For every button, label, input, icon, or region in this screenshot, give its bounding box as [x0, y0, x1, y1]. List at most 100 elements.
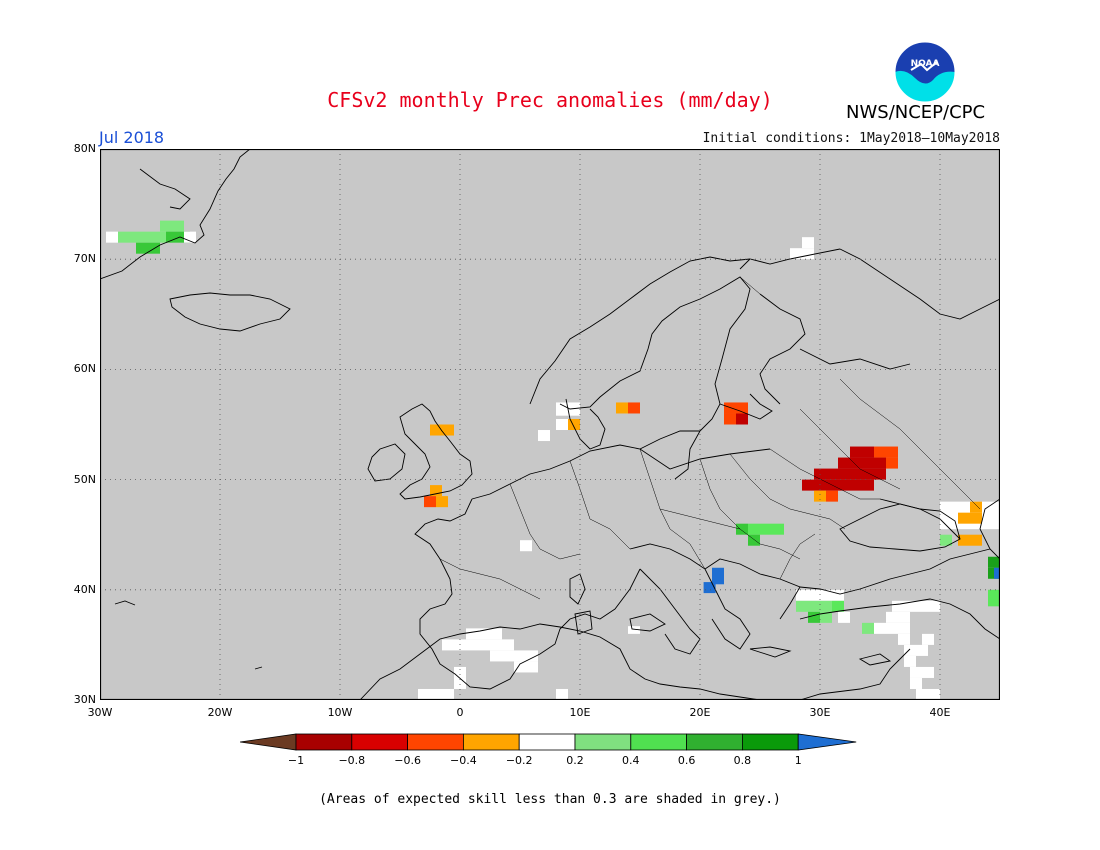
latitude-label: 50N — [73, 472, 96, 486]
colorbar-tick-label: −0.6 — [394, 754, 421, 767]
anomaly-cells — [106, 220, 1000, 700]
longitude-label: 10E — [569, 706, 591, 719]
anomaly-cell — [958, 534, 982, 546]
anomaly-cell — [514, 661, 538, 673]
map-background — [100, 149, 1000, 700]
anomaly-cell — [628, 402, 640, 414]
anomaly-cell — [118, 231, 166, 243]
colorbar-swatch — [574, 733, 632, 751]
anomaly-cell — [910, 677, 922, 689]
anomaly-cell — [436, 496, 448, 508]
anomaly-cell — [466, 628, 502, 640]
anomaly-cell — [850, 446, 874, 458]
anomaly-cell — [106, 231, 118, 243]
colorbar-tick-label: −0.2 — [506, 754, 533, 767]
colorbar-swatch — [407, 733, 464, 751]
anomaly-cell — [160, 220, 184, 232]
colorbar-tick-label: −1 — [288, 754, 304, 767]
anomaly-cell — [490, 650, 538, 662]
gridlines — [100, 149, 1000, 700]
colorbar-swatch — [741, 733, 799, 751]
anomaly-cell — [790, 248, 814, 260]
colorbar-swatch — [518, 733, 576, 751]
latitude-label: 80N — [73, 142, 96, 155]
anomaly-cell — [568, 418, 580, 431]
anomaly-cell — [886, 611, 910, 623]
anomaly-cell — [556, 418, 568, 431]
anomaly-cell — [820, 611, 832, 623]
anomaly-cell — [424, 496, 436, 508]
initial-conditions: Initial conditions: 1May2018—10May2018 — [702, 131, 1000, 146]
anomaly-cell — [430, 424, 454, 436]
colorbar-tick-label: 0.2 — [566, 754, 584, 767]
anomaly-cell — [166, 231, 190, 243]
page-title: CFSv2 monthly Prec anomalies (mm/day) — [327, 88, 773, 112]
anomaly-cell — [796, 600, 832, 612]
colorbar-arrow-high — [797, 733, 857, 751]
map-panel — [100, 149, 1000, 700]
colorbar-swatches — [240, 733, 857, 751]
anomaly-cell — [904, 644, 928, 656]
anomaly-cell — [838, 457, 886, 469]
anomaly-cell — [712, 567, 724, 585]
anomaly-cell — [808, 611, 820, 623]
longitude-label: 20W — [207, 706, 233, 719]
anomaly-cell — [988, 589, 1000, 607]
colorbar-swatch — [686, 733, 743, 751]
longitude-label: 10W — [327, 706, 353, 719]
skill-footnote: (Areas of expected skill less than 0.3 a… — [319, 792, 781, 807]
colorbar-tick-label: 0.8 — [734, 754, 752, 767]
anomaly-cell — [802, 237, 814, 249]
latitude-label: 30N — [73, 693, 96, 706]
latitude-label: 70N — [73, 252, 96, 266]
anomaly-cell — [994, 567, 1000, 579]
colorbar-arrow-low — [240, 733, 297, 751]
colorbar-tick-label: 0.4 — [622, 754, 640, 767]
colorbar-swatch — [462, 733, 520, 751]
anomaly-cell — [910, 666, 934, 678]
longitude-label: 20E — [689, 706, 711, 719]
colorbar-tick-label: −0.4 — [450, 754, 477, 767]
colorbar-swatch — [295, 733, 353, 751]
longitude-label: 30W — [87, 706, 113, 719]
anomaly-cell — [838, 611, 850, 623]
anomaly-cell — [724, 413, 736, 425]
latitude-label: 60N — [73, 362, 96, 376]
anomaly-cell — [418, 688, 454, 700]
anomaly-cell — [616, 402, 628, 414]
anomaly-cell — [892, 600, 940, 612]
anomaly-cell — [430, 485, 442, 497]
anomaly-cell — [703, 582, 716, 594]
anomaly-cell — [748, 523, 784, 535]
longitude-label: 0 — [456, 706, 464, 719]
logo-text: NOAA — [911, 59, 940, 69]
anomaly-cell — [520, 540, 532, 552]
anomaly-cell — [916, 688, 928, 700]
map-frame — [100, 149, 1000, 700]
anomaly-cell — [928, 688, 940, 700]
anomaly-cell — [970, 501, 982, 513]
anomaly-cell — [904, 655, 916, 667]
anomaly-cell — [736, 413, 748, 425]
anomaly-cell — [748, 534, 760, 546]
colorbar-tick-label: 0.6 — [678, 754, 696, 767]
colorbar-tick-label: 1 — [795, 754, 802, 767]
anomaly-cell — [478, 639, 514, 651]
anomaly-cell — [454, 666, 466, 678]
colorbar-swatch — [630, 733, 687, 751]
anomaly-cell — [832, 600, 844, 612]
anomaly-cell — [814, 490, 826, 502]
anomaly-cell — [802, 479, 874, 491]
longitude-label: 40E — [929, 706, 951, 719]
colorbar: −1 −0.8 −0.6 −0.4 −0.2 0.2 0.4 0.6 0.8 1 — [240, 733, 857, 767]
anomaly-cell — [796, 589, 844, 601]
longitude-label: 30E — [809, 706, 831, 719]
agency-label: NWS/NCEP/CPC — [846, 102, 986, 123]
anomaly-cell — [556, 688, 568, 700]
anomaly-cell — [862, 622, 874, 634]
anomaly-cell — [898, 633, 910, 645]
anomaly-cell — [736, 523, 748, 535]
anomaly-cell — [874, 446, 898, 458]
anomaly-cell — [724, 402, 748, 414]
colorbar-labels: −1 −0.8 −0.6 −0.4 −0.2 0.2 0.4 0.6 0.8 1 — [288, 754, 802, 767]
